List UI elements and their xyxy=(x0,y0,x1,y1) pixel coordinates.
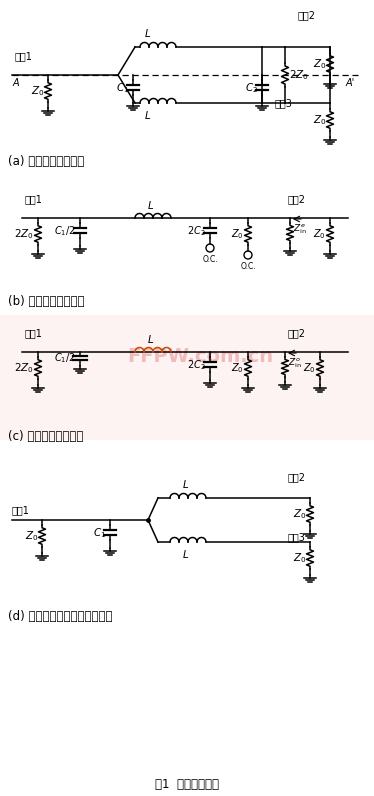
Text: $Z_0$: $Z_0$ xyxy=(292,551,306,565)
Bar xyxy=(0,315,374,440)
Text: L: L xyxy=(145,111,151,121)
Text: 端口2: 端口2 xyxy=(288,194,306,204)
Text: 图1  功分器结构图: 图1 功分器结构图 xyxy=(155,778,219,791)
Text: 端口2: 端口2 xyxy=(288,472,306,482)
Text: L: L xyxy=(183,480,189,490)
Text: $Z_0$: $Z_0$ xyxy=(31,84,44,98)
Text: $Z^e_{\rm in}$: $Z^e_{\rm in}$ xyxy=(293,222,307,236)
Bar xyxy=(0,178,374,305)
Text: $C_1/2$: $C_1/2$ xyxy=(55,351,76,365)
Text: $C_1$: $C_1$ xyxy=(116,81,129,95)
Text: $Z_0$: $Z_0$ xyxy=(25,529,38,543)
Text: 端口1: 端口1 xyxy=(25,194,43,204)
Text: (c) 奇模激励等效电路: (c) 奇模激励等效电路 xyxy=(8,430,83,443)
Text: $C_1/2$: $C_1/2$ xyxy=(55,224,76,238)
Text: $2Z_0$: $2Z_0$ xyxy=(14,227,34,241)
Text: $2C_2$: $2C_2$ xyxy=(187,358,206,372)
Bar xyxy=(0,8,374,165)
Text: A': A' xyxy=(346,78,355,88)
Text: 端口1: 端口1 xyxy=(25,328,43,338)
Text: (d) 端口一输入信号时等效电路: (d) 端口一输入信号时等效电路 xyxy=(8,610,113,623)
Text: $Z_0$: $Z_0$ xyxy=(313,57,326,71)
Text: $Z_0$: $Z_0$ xyxy=(231,227,244,241)
Text: 端口2: 端口2 xyxy=(288,328,306,338)
Text: $C_2$: $C_2$ xyxy=(245,81,258,95)
Text: 端口3: 端口3 xyxy=(275,98,293,108)
Text: $Z_0$: $Z_0$ xyxy=(292,507,306,521)
Bar xyxy=(0,450,374,620)
Text: $Z_0$: $Z_0$ xyxy=(303,361,316,375)
Text: L: L xyxy=(145,29,151,39)
Text: A: A xyxy=(13,78,19,88)
Text: FFPW.com.cn: FFPW.com.cn xyxy=(127,348,273,366)
Text: $Z_0$: $Z_0$ xyxy=(231,361,244,375)
Text: $C_1$: $C_1$ xyxy=(93,526,106,540)
Text: $2Z_0$: $2Z_0$ xyxy=(289,68,309,82)
Text: L: L xyxy=(148,201,154,211)
Text: (a) 功分器拓扑结构图: (a) 功分器拓扑结构图 xyxy=(8,155,84,168)
Text: 端口3: 端口3 xyxy=(288,532,306,542)
Text: L: L xyxy=(183,550,189,560)
Text: 端口2: 端口2 xyxy=(298,10,316,20)
Text: L: L xyxy=(148,335,154,345)
Text: 端口1: 端口1 xyxy=(12,505,30,515)
Text: O.C.: O.C. xyxy=(202,255,218,264)
Text: $Z_0$: $Z_0$ xyxy=(313,113,326,127)
Text: $Z_0$: $Z_0$ xyxy=(313,227,326,241)
Text: O.C.: O.C. xyxy=(240,262,256,271)
Text: $Z^o_{\rm in}$: $Z^o_{\rm in}$ xyxy=(288,356,302,369)
Text: $2Z_0$: $2Z_0$ xyxy=(14,361,34,375)
Text: (b) 偶模激励等效电路: (b) 偶模激励等效电路 xyxy=(8,295,85,308)
Text: 端口1: 端口1 xyxy=(15,51,33,61)
Text: $2C_2$: $2C_2$ xyxy=(187,224,206,238)
